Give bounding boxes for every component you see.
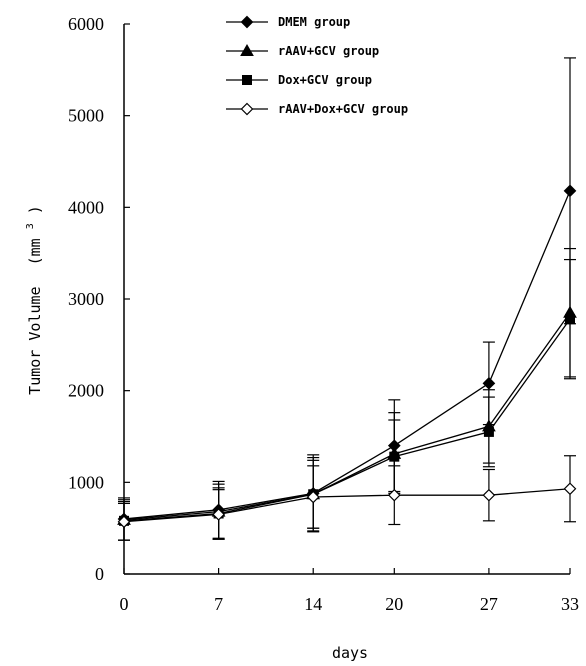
series-line (123, 488, 571, 523)
data-point (389, 451, 400, 462)
series-1 (117, 57, 577, 541)
series-line (123, 190, 571, 520)
legend-label: rAAV+GCV group (278, 44, 379, 58)
data-point (563, 184, 577, 198)
series-line (123, 312, 571, 521)
data-point (242, 75, 252, 85)
y-tick-label: 2000 (68, 381, 104, 401)
y-axis-label: Tumor Volume (mm 3 ) (19, 205, 44, 395)
legend-item: rAAV+Dox+GCV group (226, 102, 408, 116)
data-point (482, 488, 496, 502)
data-point (482, 376, 496, 390)
legend-label: DMEM group (278, 15, 350, 29)
y-tick-label: 1000 (68, 472, 104, 492)
data-point (306, 490, 320, 504)
legend-item: Dox+GCV group (226, 73, 372, 87)
legend: DMEM group rAAV+GCV group Dox+GCV group rAA… (226, 15, 408, 116)
data-point (240, 15, 254, 29)
data-point (212, 508, 225, 521)
legend-item: rAAV+GCV group (226, 43, 379, 58)
legend-label: Dox+GCV group (278, 73, 372, 87)
data-point (565, 314, 575, 325)
x-tick-label: 33 (561, 594, 579, 614)
data-point (563, 482, 577, 496)
y-tick-label: 5000 (68, 106, 104, 126)
y-axis-label-sup: 3 (25, 223, 36, 229)
x-tick-label: 14 (304, 594, 322, 614)
y-axis-label-close: ) (26, 205, 44, 214)
x-tick-label: 20 (385, 594, 403, 614)
data-point (387, 488, 401, 502)
series-layer (117, 57, 577, 541)
x-tick-label: 0 (120, 594, 129, 614)
legend-label: rAAV+Dox+GCV group (278, 102, 408, 116)
data-point (483, 426, 494, 437)
y-axis-label-main: Tumor Volume (26, 286, 44, 394)
x-axis-label: days (332, 644, 368, 662)
axes: 0 1000 2000 3000 4000 5000 6000 0 7 14 20 27 33 (68, 14, 579, 614)
y-tick-label: 4000 (68, 197, 104, 217)
y-tick-label: 3000 (68, 289, 104, 309)
data-point (240, 43, 254, 56)
data-point (117, 515, 131, 529)
series-4 (117, 455, 577, 541)
y-axis-label-unit: (mm (26, 238, 44, 265)
data-point (240, 102, 254, 116)
y-tick-label: 6000 (68, 14, 104, 34)
x-tick-label: 27 (480, 594, 498, 614)
legend-item: DMEM group (226, 15, 350, 29)
series-line (123, 318, 571, 522)
x-tick-label: 7 (214, 594, 223, 614)
y-tick-label: 0 (95, 564, 104, 584)
